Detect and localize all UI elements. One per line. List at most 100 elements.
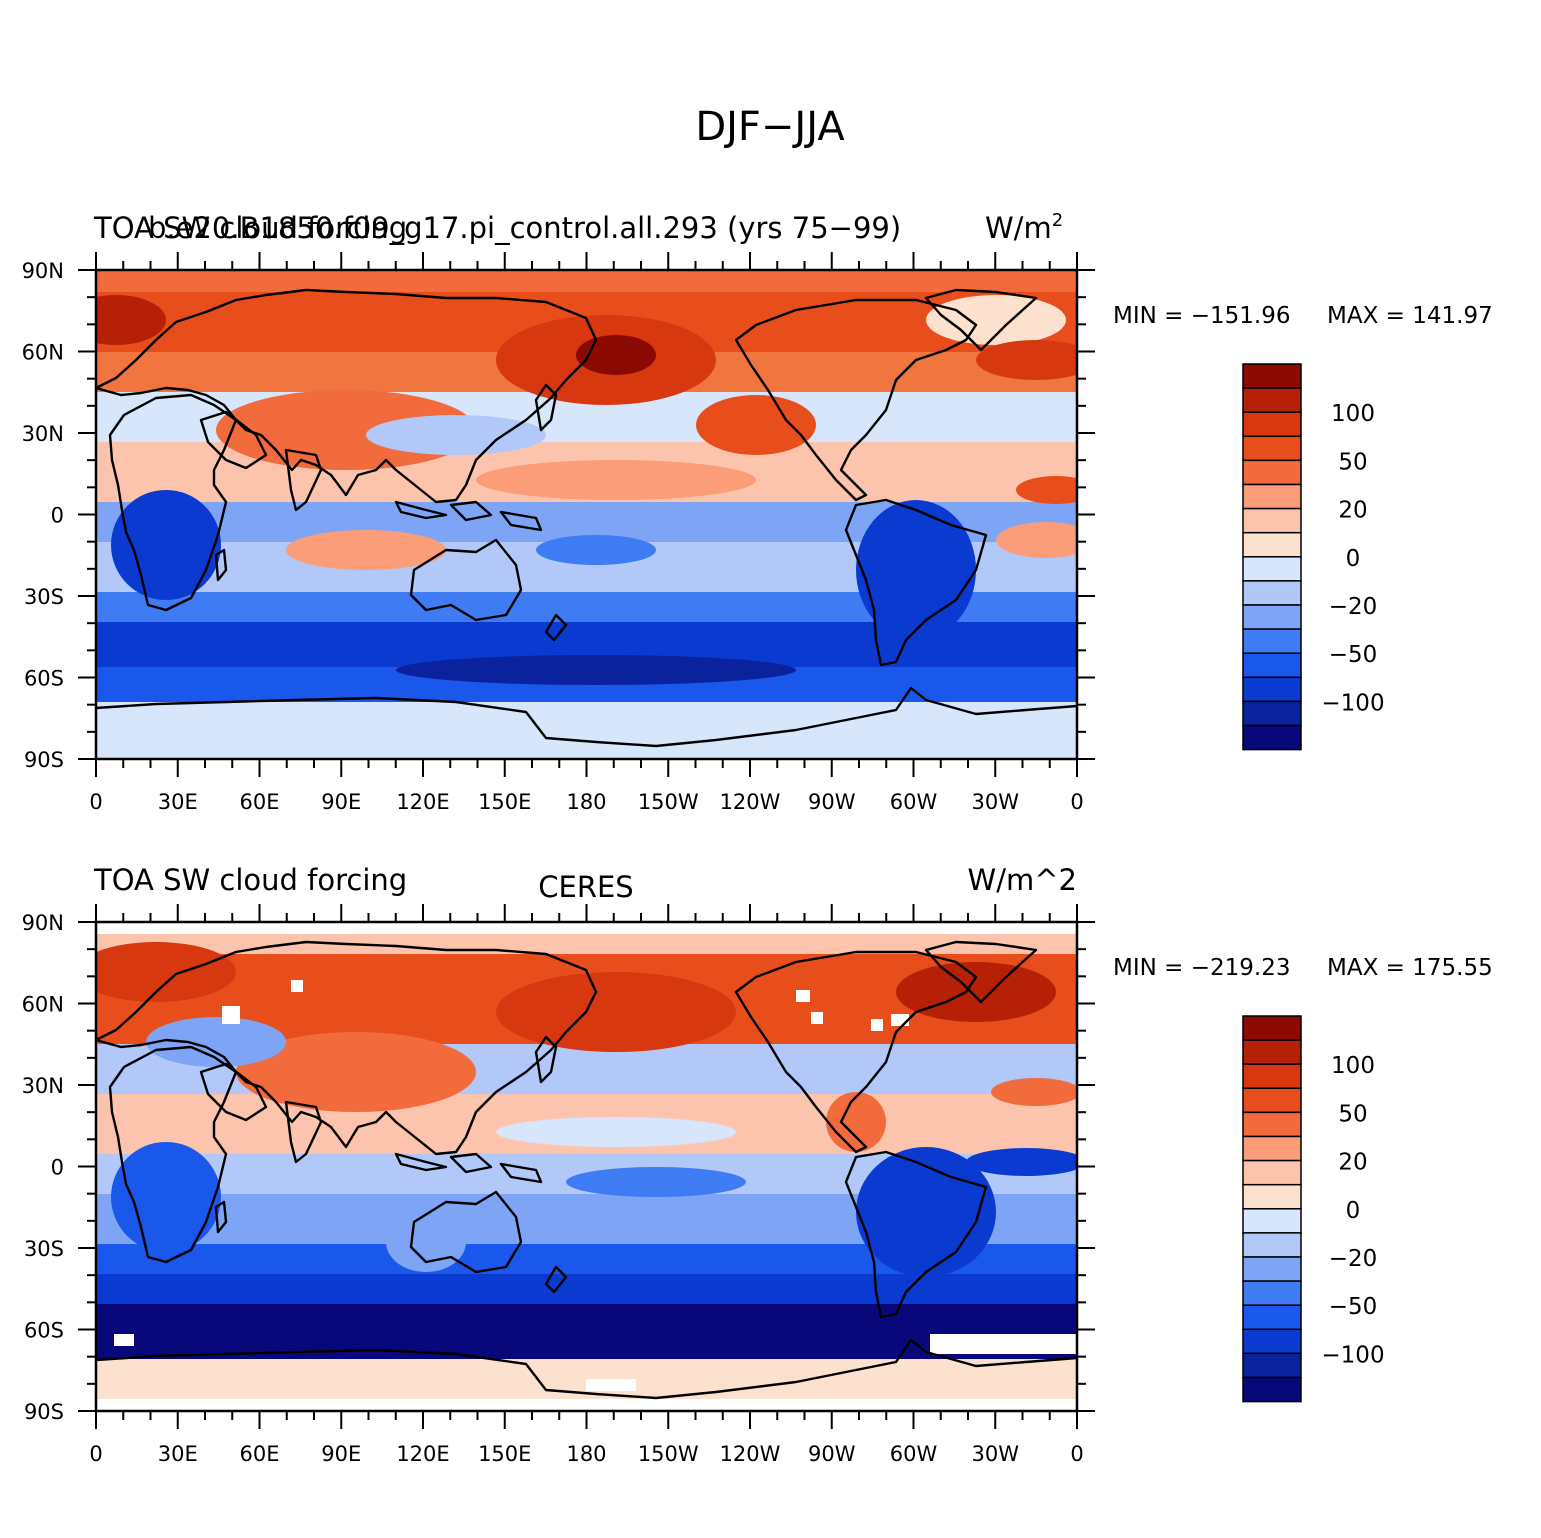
lon-label: 60W [890,1442,938,1466]
colorbar-swatch [1242,580,1302,606]
map-b [96,922,1077,1411]
colorbar-a: 100 50 20 0 −20 −50 −100 [1242,363,1385,751]
lon-label: 30W [972,790,1020,814]
panel-a-units: W/m2 [985,210,1063,245]
lon-label: 0 [89,790,102,814]
axes-a: 90N 60N 30N 0 30S 60S 90S 0 30E 60E 90E 120E 150E 180… [22,252,1095,814]
colorbar-label: −50 [1329,642,1378,668]
lat-label: 30S [24,585,64,609]
colorbar-swatch [1242,1183,1302,1210]
colorbar-swatch [1242,1111,1302,1138]
colorbar-swatch [1242,652,1302,679]
panel-b-min: MIN = −219.23 [1113,955,1290,981]
colorbar-swatch [1242,1376,1302,1403]
colorbar-swatch [1242,531,1302,558]
colorbar-swatch [1242,435,1302,462]
lat-label: 90S [24,1400,64,1424]
lon-label: 0 [1070,1442,1083,1466]
colorbar-label: 0 [1346,546,1361,572]
lon-label: 30E [158,1442,198,1466]
colorbar-swatch [1242,411,1302,438]
colorbar-label: −20 [1329,1246,1378,1272]
colorbar-swatch [1242,1159,1302,1186]
colorbar-swatch [1242,556,1302,582]
lat-label: 60N [22,341,64,365]
colorbar-label: −100 [1321,1342,1384,1368]
lon-label: 150W [638,1442,699,1466]
lat-label: 90N [22,259,64,283]
panel-b-units: W/m^2 [968,863,1077,897]
colorbar-swatch [1242,1063,1302,1090]
colorbar-swatch [1242,483,1302,510]
panel-ceres: TOA SW cloud forcing CERES W/m^2 [22,863,1493,1466]
panel-a-left-title: TOA SW cloud forcing [93,211,407,245]
lon-label: 180 [566,790,606,814]
lat-label: 30N [22,1074,64,1098]
lon-label: 90E [321,790,361,814]
lon-label: 120W [720,1442,781,1466]
lon-label: 120E [396,1442,449,1466]
colorbar-swatch [1242,1280,1302,1306]
panel-a-min: MIN = −151.96 [1113,303,1290,329]
colorbar-label: −50 [1329,1294,1378,1320]
colorbar-label: 50 [1338,1101,1367,1127]
lon-label: 60W [890,790,938,814]
lat-label: 60S [24,1319,64,1343]
panel-model: TOA SW cloud forcing b.e20.B1850.f09_g17… [22,210,1493,814]
colorbar-label: 20 [1338,1150,1367,1176]
lon-label: 0 [1070,790,1083,814]
colorbar-swatch [1242,1135,1302,1162]
lat-label: 30S [24,1237,64,1261]
lon-label: 90W [808,1442,856,1466]
colorbar-label: −20 [1329,594,1378,620]
lon-label: 180 [566,1442,606,1466]
map-a [96,270,1077,759]
colorbar-swatch [1242,1087,1302,1114]
panel-b-max: MAX = 175.55 [1327,955,1493,981]
colorbar-swatch [1242,459,1302,486]
colorbar-label: 100 [1331,1053,1375,1079]
lat-label: 60S [24,667,64,691]
lon-label: 120W [720,790,781,814]
panel-b-center-title: CERES [538,870,633,904]
colorbar-swatch [1242,507,1302,534]
lon-label: 120E [396,790,449,814]
lat-label: 90S [24,748,64,772]
lon-label: 150E [478,1442,531,1466]
colorbar-swatch [1242,1208,1302,1234]
colorbar-swatch [1242,1304,1302,1331]
lon-label: 60E [240,790,280,814]
lon-label: 90W [808,790,856,814]
lon-label: 30W [972,1442,1020,1466]
colorbar-label: 0 [1346,1198,1361,1224]
colorbar-swatch [1242,1256,1302,1282]
lon-label: 90E [321,1442,361,1466]
colorbar-swatch [1242,1232,1302,1258]
lat-label: 0 [51,504,64,528]
colorbar-b: 100 50 20 0 −20 −50 −100 [1242,1015,1385,1403]
colorbar-swatch [1242,700,1302,727]
lon-label: 30E [158,790,198,814]
colorbar-swatch [1242,724,1302,751]
colorbar-swatch [1242,628,1302,654]
figure-title: DJF−JJA [695,104,845,150]
panel-a-max: MAX = 141.97 [1327,303,1493,329]
lat-label: 90N [22,911,64,935]
colorbar-swatch [1242,1039,1302,1065]
lat-label: 60N [22,993,64,1017]
colorbar-swatch [1242,676,1302,703]
lon-label: 150E [478,790,531,814]
colorbar-label: 20 [1338,498,1367,524]
colorbar-swatch [1242,363,1302,389]
panel-b-left-title: TOA SW cloud forcing [93,863,407,897]
lat-label: 30N [22,422,64,446]
colorbar-label: 50 [1338,449,1367,475]
lat-label: 0 [51,1156,64,1180]
colorbar-swatch [1242,1015,1302,1041]
colorbar-swatch [1242,1352,1302,1379]
lon-label: 150W [638,790,699,814]
panel-a-case-title: b.e20.B1850.f09_g17.pi_control.all.293 (… [148,211,901,245]
colorbar-label: 100 [1331,401,1375,427]
colorbar-swatch [1242,604,1302,630]
